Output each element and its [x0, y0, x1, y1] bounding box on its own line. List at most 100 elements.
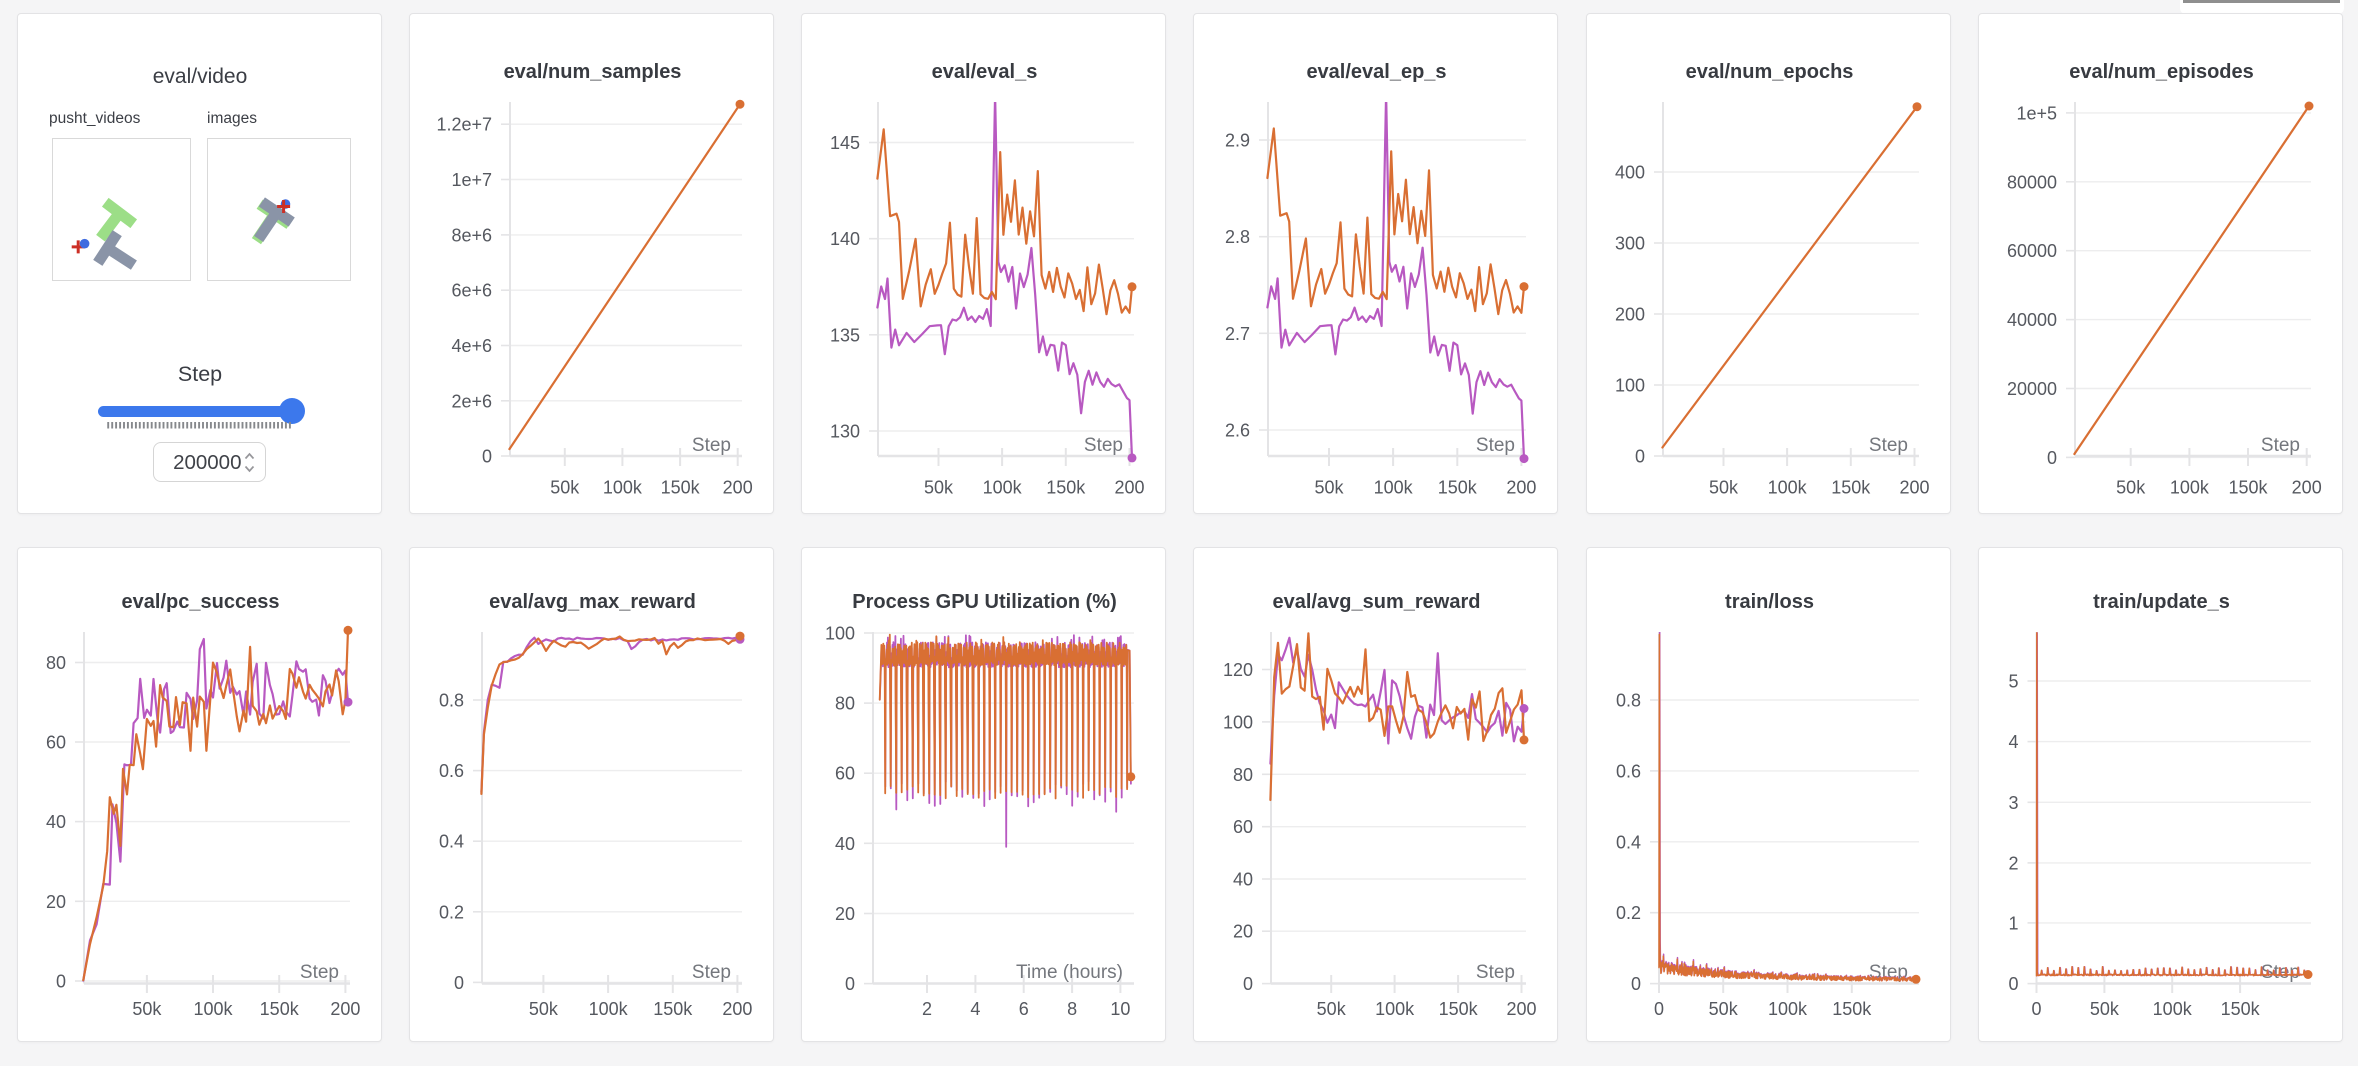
svg-text:2e+6: 2e+6 [451, 391, 492, 411]
svg-text:60: 60 [45, 733, 65, 753]
svg-text:100k: 100k [2153, 999, 2193, 1019]
svg-text:2.7: 2.7 [1225, 324, 1250, 344]
svg-text:130: 130 [830, 422, 860, 442]
svg-text:train/update_s: train/update_s [2093, 591, 2230, 613]
svg-text:150k: 150k [2221, 999, 2261, 1019]
svg-text:100k: 100k [1768, 999, 1808, 1019]
svg-text:140: 140 [830, 229, 860, 249]
svg-text:0.8: 0.8 [1616, 691, 1641, 711]
svg-text:50k: 50k [1708, 999, 1738, 1019]
svg-text:eval/eval_s: eval/eval_s [932, 61, 1038, 83]
svg-text:Step: Step [299, 962, 338, 983]
svg-text:50k: 50k [1709, 478, 1739, 498]
svg-text:Step: Step [1476, 435, 1515, 456]
svg-text:2: 2 [2008, 853, 2018, 873]
svg-text:5: 5 [2008, 672, 2018, 692]
svg-text:0: 0 [55, 972, 65, 992]
svg-text:200: 200 [722, 999, 752, 1019]
svg-text:0.6: 0.6 [439, 761, 464, 781]
svg-text:1.2e+7: 1.2e+7 [436, 115, 492, 135]
svg-text:eval/pc_success: eval/pc_success [121, 591, 279, 613]
svg-text:80: 80 [835, 694, 855, 714]
svg-text:200: 200 [2292, 478, 2322, 498]
svg-text:20: 20 [835, 904, 855, 924]
svg-text:1e+7: 1e+7 [451, 170, 492, 190]
svg-text:50k: 50k [2116, 478, 2146, 498]
svg-text:1e+5: 1e+5 [2016, 103, 2057, 123]
svg-text:150k: 150k [1439, 999, 1479, 1019]
svg-text:60: 60 [835, 764, 855, 784]
svg-text:100k: 100k [983, 478, 1023, 498]
svg-text:Process GPU Utilization (%): Process GPU Utilization (%) [852, 591, 1117, 613]
svg-text:60000: 60000 [2007, 241, 2057, 261]
svg-text:6e+6: 6e+6 [451, 281, 492, 301]
svg-text:4e+6: 4e+6 [451, 336, 492, 356]
svg-text:0.8: 0.8 [439, 691, 464, 711]
svg-text:60: 60 [1233, 817, 1253, 837]
svg-text:150k: 150k [1438, 478, 1478, 498]
svg-text:200: 200 [722, 478, 752, 498]
svg-text:150k: 150k [1832, 999, 1872, 1019]
svg-text:145: 145 [830, 133, 860, 153]
svg-text:80000: 80000 [2007, 172, 2057, 192]
svg-text:Step: Step [692, 962, 731, 983]
svg-text:50k: 50k [550, 478, 580, 498]
svg-text:2: 2 [922, 999, 932, 1019]
svg-text:4: 4 [970, 999, 980, 1019]
svg-text:80: 80 [1233, 765, 1253, 785]
svg-text:150k: 150k [259, 999, 299, 1019]
svg-text:10: 10 [1110, 999, 1130, 1019]
svg-text:200: 200 [1115, 478, 1145, 498]
svg-text:eval/num_episodes: eval/num_episodes [2069, 61, 2254, 83]
svg-text:0: 0 [1243, 974, 1253, 994]
svg-text:200: 200 [1507, 999, 1537, 1019]
svg-text:50k: 50k [1317, 999, 1347, 1019]
svg-text:0.6: 0.6 [1616, 761, 1641, 781]
svg-text:4: 4 [2008, 732, 2018, 752]
svg-text:100k: 100k [603, 478, 643, 498]
svg-text:eval/num_epochs: eval/num_epochs [1685, 61, 1853, 83]
svg-text:1: 1 [2008, 913, 2018, 933]
svg-text:100k: 100k [1374, 478, 1414, 498]
svg-text:40: 40 [1233, 870, 1253, 890]
svg-text:Step: Step [1084, 435, 1123, 456]
svg-text:8e+6: 8e+6 [451, 225, 492, 245]
svg-text:2.6: 2.6 [1225, 421, 1250, 441]
svg-text:20: 20 [1233, 922, 1253, 942]
svg-text:0: 0 [2031, 999, 2041, 1019]
svg-text:100: 100 [1223, 712, 1253, 732]
svg-text:40: 40 [45, 812, 65, 832]
svg-text:20000: 20000 [2007, 379, 2057, 399]
svg-text:0: 0 [2008, 974, 2018, 994]
svg-text:0: 0 [482, 447, 492, 467]
svg-text:eval/avg_max_reward: eval/avg_max_reward [489, 591, 696, 613]
svg-text:50k: 50k [1315, 478, 1345, 498]
svg-text:150k: 150k [1831, 478, 1871, 498]
svg-text:200: 200 [1899, 478, 1929, 498]
svg-text:100k: 100k [2170, 478, 2210, 498]
svg-text:0: 0 [1631, 974, 1641, 994]
svg-text:80: 80 [45, 653, 65, 673]
svg-text:3: 3 [2008, 793, 2018, 813]
svg-text:150k: 150k [2228, 478, 2268, 498]
svg-text:135: 135 [830, 325, 860, 345]
svg-text:40000: 40000 [2007, 310, 2057, 330]
svg-text:0.2: 0.2 [439, 902, 464, 922]
svg-text:200: 200 [1615, 305, 1645, 325]
svg-text:40: 40 [835, 834, 855, 854]
svg-text:150k: 150k [653, 999, 693, 1019]
svg-text:0: 0 [845, 974, 855, 994]
svg-text:0: 0 [1635, 447, 1645, 467]
svg-text:0: 0 [2047, 448, 2057, 468]
svg-text:Time (hours): Time (hours) [1016, 962, 1123, 983]
svg-text:Step: Step [1869, 435, 1908, 456]
svg-text:300: 300 [1615, 234, 1645, 254]
svg-text:50k: 50k [2090, 999, 2120, 1019]
svg-text:2.9: 2.9 [1225, 131, 1250, 151]
svg-text:100k: 100k [193, 999, 233, 1019]
svg-text:0.2: 0.2 [1616, 903, 1641, 923]
svg-text:8: 8 [1067, 999, 1077, 1019]
svg-text:eval/eval_ep_s: eval/eval_ep_s [1307, 61, 1447, 83]
svg-text:100k: 100k [1767, 478, 1807, 498]
svg-text:150k: 150k [660, 478, 700, 498]
